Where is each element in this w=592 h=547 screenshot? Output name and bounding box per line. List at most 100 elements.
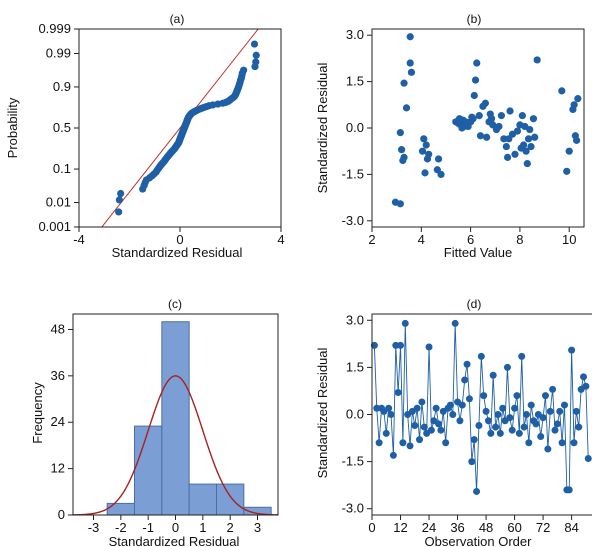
panel-a-point — [240, 66, 248, 74]
panel-b-point — [422, 141, 430, 149]
panel-d-point — [482, 407, 490, 415]
panel-d-point — [442, 439, 450, 447]
panel-a-normal-probability-plot: (a) Standardized Residual Probability -4… — [5, 12, 285, 260]
panel-b-point — [574, 95, 582, 103]
panel-b-point — [518, 112, 526, 120]
panel-a-ytick-label: 0.9 — [53, 79, 71, 94]
panel-d-point — [420, 423, 428, 431]
panel-d-point — [416, 436, 424, 444]
panel-b-point — [476, 132, 485, 140]
panel-d-point — [494, 411, 502, 418]
panel-b-point — [473, 59, 481, 67]
panel-d-xtick-label: 0 — [368, 520, 375, 535]
panel-c-xtick-label: 2 — [227, 520, 234, 535]
panel-a-xtick-label: 0 — [176, 232, 183, 247]
panel-b-point — [397, 146, 406, 154]
panel-c-bar — [188, 483, 218, 516]
panel-d-point — [518, 352, 526, 360]
panel-d-point — [432, 404, 440, 412]
panel-a-point — [115, 208, 123, 216]
panel-d-point — [399, 439, 407, 447]
panel-c-xtick-label: -1 — [142, 520, 154, 535]
panel-c-bar — [134, 425, 163, 516]
panel-d-point — [389, 451, 397, 459]
panel-b-ytick-label: 0.0 — [346, 120, 364, 135]
panel-b-ytick-label: -3.0 — [342, 213, 364, 228]
panel-d-point — [449, 411, 457, 418]
panel-d-point — [425, 343, 433, 351]
panel-b-point — [503, 153, 512, 161]
panel-d-point — [558, 439, 566, 447]
panel-c-xtick-label: 3 — [254, 520, 261, 535]
panel-b-residual-vs-fitted: (b) Fitted Value Standardized Residual 2… — [315, 12, 585, 260]
panel-d-ytick-label: 3.0 — [346, 312, 364, 327]
panel-c-bar — [216, 483, 245, 516]
panel-d-xtick-label: 84 — [564, 520, 578, 535]
panel-d-point — [446, 401, 454, 409]
panel-d-point — [473, 487, 481, 495]
panel-a-xlabel: Standardized Residual — [112, 245, 243, 260]
panel-b-point — [531, 133, 539, 141]
panel-b-point — [506, 107, 514, 115]
panel-d-point — [511, 404, 519, 412]
panel-c-ytick-label: 36 — [51, 368, 65, 383]
panel-d-point — [584, 454, 592, 462]
panel-c-ytick-label: 12 — [51, 461, 65, 476]
panel-d-point — [397, 341, 405, 349]
panel-d-point — [492, 423, 500, 431]
panel-b-point — [471, 76, 480, 84]
panel-b-point — [402, 104, 411, 112]
panel-d-point — [456, 417, 464, 425]
panel-d-point — [568, 346, 576, 354]
panel-b-point — [563, 167, 571, 175]
panel-a-title: (a) — [170, 12, 185, 26]
panel-d-point — [570, 439, 578, 447]
panel-d-point — [463, 360, 471, 368]
panel-b-title: (b) — [467, 12, 482, 26]
panel-a-ylabel: Probability — [5, 97, 20, 158]
panel-d-xlabel: Observation Order — [425, 534, 533, 547]
panel-a-ytick-label: 0.999 — [38, 21, 71, 36]
panel-c-xlabel: Standardized Residual — [109, 534, 240, 547]
panel-d-point — [470, 436, 478, 444]
panel-d-point — [506, 414, 514, 422]
panel-c-xtick-label: 0 — [172, 520, 179, 535]
panel-b-point — [497, 112, 506, 120]
panel-d-series-line — [373, 323, 589, 492]
panel-b-plot-frame — [371, 28, 585, 228]
panel-d-point — [465, 395, 473, 403]
panel-b-point — [434, 155, 443, 163]
panel-c-ylabel: Frequency — [30, 382, 45, 444]
panel-d-point — [551, 426, 559, 434]
panel-b-point — [406, 59, 414, 67]
panel-d-point — [525, 439, 533, 447]
panel-d-point — [427, 426, 435, 434]
panel-c-ytick-label: 24 — [51, 414, 65, 429]
panel-d-point — [522, 411, 530, 418]
panel-d-point — [435, 420, 443, 428]
panel-d-point — [477, 352, 485, 360]
panel-b-point — [475, 112, 483, 120]
panel-d-point — [489, 371, 497, 379]
panel-a-ytick-label: 0.5 — [53, 120, 71, 135]
panel-d-point — [527, 401, 535, 409]
panel-b-point — [418, 147, 427, 155]
panel-c-normal-curve — [72, 375, 279, 516]
panel-c-xtick-label: 1 — [199, 520, 206, 535]
panel-d-point — [411, 421, 419, 429]
panel-a-ytick-label: 0.001 — [38, 219, 71, 234]
panel-d-point — [458, 401, 466, 409]
panel-d-point — [375, 439, 383, 447]
panel-b-point — [522, 147, 530, 155]
panel-d-point — [387, 411, 395, 418]
panel-d-point — [549, 385, 557, 393]
panel-b-xtick-label: 10 — [562, 232, 576, 247]
panel-d-point — [503, 363, 511, 371]
panel-d-point — [406, 442, 414, 450]
panel-d-ytick-label: -3.0 — [342, 501, 364, 516]
panel-a-xtick-label: 4 — [277, 232, 284, 247]
panel-d-point — [553, 420, 561, 428]
panel-b-ytick-label: 3.0 — [346, 27, 364, 42]
panel-b-point — [570, 101, 578, 109]
panel-a-point — [252, 58, 260, 66]
